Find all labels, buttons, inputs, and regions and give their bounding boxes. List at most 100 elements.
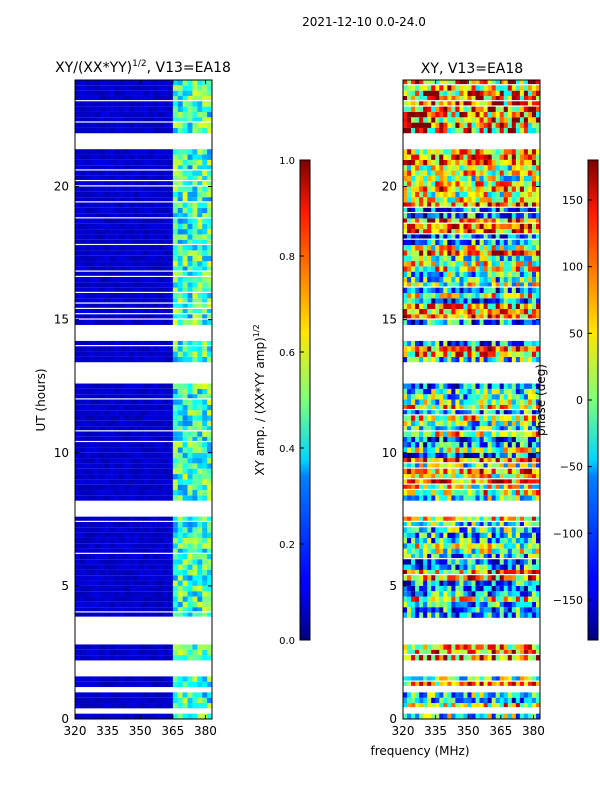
amplitude-cell [75, 154, 81, 160]
phase-cell [403, 559, 408, 565]
phase-cell [487, 601, 493, 608]
amplitude-cell [148, 521, 154, 528]
amplitude-cell [192, 521, 198, 528]
amplitude-cell [187, 229, 193, 235]
phase-cell [495, 415, 501, 421]
phase-cell [443, 676, 448, 681]
phase-cell [475, 404, 480, 409]
phase-cell [447, 575, 452, 581]
phase-cell [419, 431, 424, 437]
amplitude-cell [94, 239, 100, 244]
phase-cell [403, 458, 408, 463]
amplitude-cell [177, 644, 184, 650]
phase-cell [419, 548, 424, 554]
amplitude-cell [133, 580, 140, 586]
phase-cell [475, 692, 480, 698]
phase-cell [499, 447, 505, 453]
phase-cell [515, 692, 521, 698]
phase-cell [483, 713, 489, 719]
amplitude-cell [207, 612, 213, 617]
phase-cell [403, 612, 408, 618]
phase-cell [403, 575, 408, 581]
amplitude-cell [167, 532, 174, 538]
phase-cell [471, 277, 476, 283]
amplitude-cell [148, 394, 154, 399]
phase-cell [419, 399, 424, 405]
amplitude-cell [167, 655, 174, 661]
amplitude-cell [114, 197, 120, 202]
amplitude-cell [75, 303, 81, 308]
amplitude-cell [153, 186, 159, 192]
amplitude-cell [75, 111, 81, 118]
phase-cell [459, 543, 464, 549]
amplitude-cell [138, 175, 144, 180]
phase-cell [415, 553, 420, 559]
amplitude-cell [182, 479, 188, 485]
amplitude-cell [207, 245, 213, 251]
amplitude-cell [182, 527, 188, 533]
amplitude-cell [128, 165, 135, 170]
amplitude-cell [153, 271, 159, 276]
phase-cell [463, 266, 468, 272]
phase-cell [507, 495, 513, 501]
phase-cell [411, 585, 416, 592]
phase-cell [471, 420, 476, 427]
phase-cell [535, 580, 541, 586]
phase-cell [491, 458, 497, 463]
amplitude-cell [182, 681, 188, 688]
phase-cell [431, 261, 436, 267]
amplitude-cell [167, 649, 174, 656]
amplitude-cell [177, 111, 184, 118]
amplitude-cell [128, 154, 135, 160]
amplitude-cell [192, 394, 198, 399]
amplitude-cell [153, 692, 159, 698]
amplitude-cell [128, 127, 135, 134]
amplitude-cell [153, 442, 159, 448]
amplitude-cell [192, 404, 198, 411]
phase-cell [407, 564, 412, 570]
amplitude-cell [153, 149, 159, 155]
phase-cell [443, 415, 448, 421]
amplitude-cell [75, 255, 81, 262]
phase-cell [459, 452, 464, 459]
amplitude-cell [163, 282, 169, 288]
phase-cell [419, 383, 424, 389]
amplitude-cell [123, 261, 130, 267]
amplitude-cell [182, 644, 188, 650]
amplitude-cell [119, 415, 125, 421]
amplitude-cell [75, 90, 81, 96]
phase-cell [435, 468, 440, 475]
amplitude-cell [79, 543, 86, 549]
amplitude-cell [99, 521, 105, 528]
phase-cell [463, 697, 468, 704]
phase-cell [479, 713, 484, 719]
phase-cell [407, 447, 412, 453]
amplitude-cell [114, 410, 120, 416]
amplitude-cell [94, 516, 100, 521]
phase-cell [459, 713, 464, 719]
phase-cell [515, 447, 521, 453]
phase-cell [495, 564, 501, 570]
phase-cell [415, 271, 420, 278]
amplitude-cell [148, 250, 154, 256]
amplitude-cell [89, 213, 95, 218]
amplitude-cell [128, 564, 135, 570]
amplitude-cell [207, 484, 213, 491]
phase-cell [487, 484, 493, 489]
phase-cell [503, 287, 509, 293]
amplitude-cell [84, 569, 91, 576]
phase-cell [463, 521, 468, 527]
phase-cell [511, 564, 517, 570]
amplitude-cell [177, 80, 184, 86]
amplitude-cell [104, 186, 110, 192]
amplitude-cell [138, 250, 144, 256]
amplitude-cell [119, 239, 125, 244]
phase-cell [487, 543, 493, 549]
amplitude-cell [104, 271, 110, 276]
amplitude-cell [89, 474, 95, 480]
amplitude-cell [163, 149, 169, 155]
phase-cell [435, 676, 440, 681]
amplitude-cell [128, 479, 135, 485]
amplitude-cell [192, 207, 198, 214]
amplitude-cell [94, 202, 100, 208]
